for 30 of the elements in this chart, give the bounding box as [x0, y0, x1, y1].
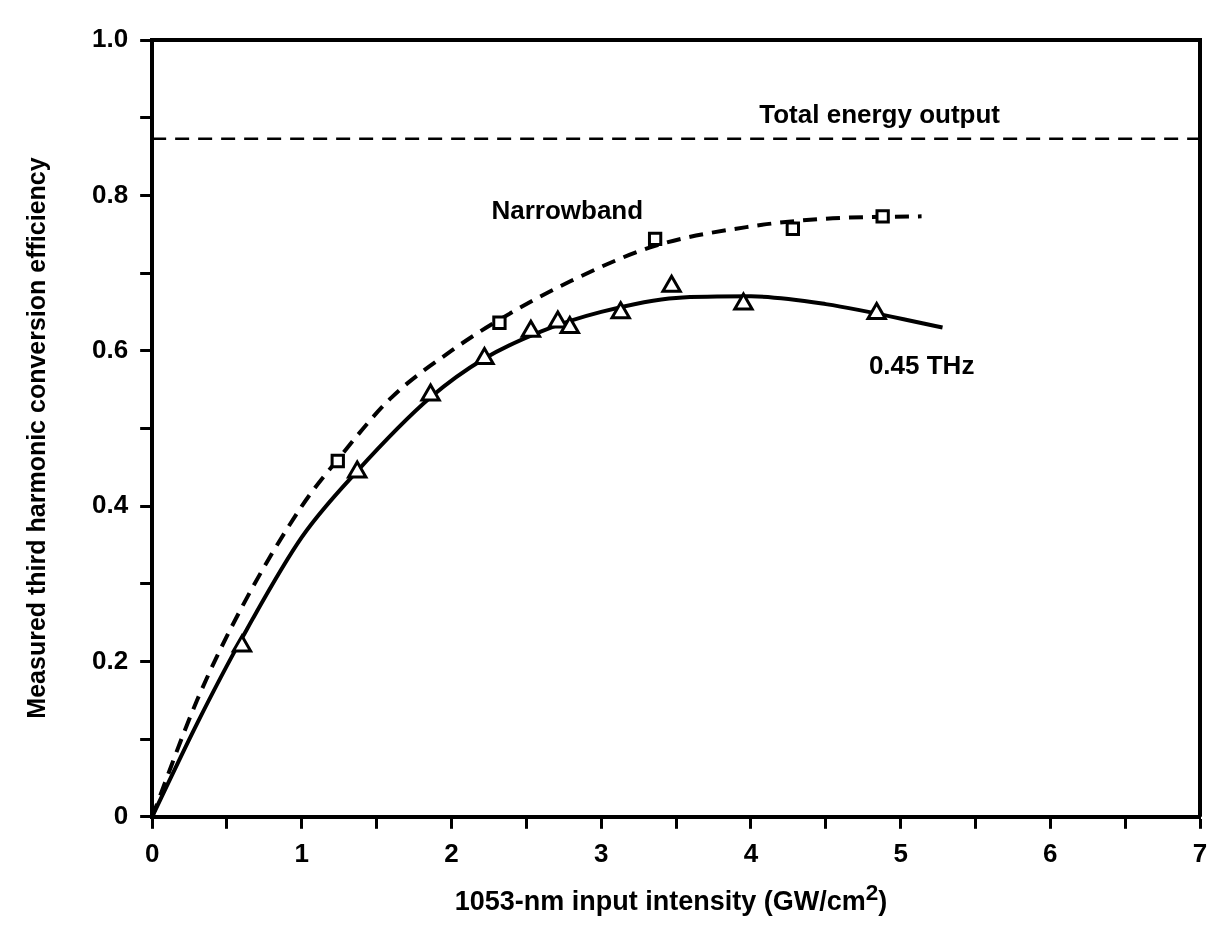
- point: [474, 346, 495, 365]
- y-tick-label: 0.4: [91, 489, 129, 520]
- y-tick-label: 0.2: [91, 644, 129, 675]
- y-tick-label: 0.6: [91, 333, 129, 364]
- point: [231, 634, 253, 653]
- y-axis-title: Measured third harmonic conversion efficiency: [22, 156, 51, 721]
- ref-line-label: Total energy output: [759, 98, 1001, 129]
- point: [547, 310, 568, 329]
- x-axis-title: 1053-nm input intensity (GW/cm$^{2}$): [453, 880, 889, 917]
- x-tick-label: 0: [144, 837, 160, 868]
- x-tick-label: 1: [294, 837, 310, 868]
- x-tick-label: 2: [444, 837, 459, 868]
- x-tick-label: 6: [1043, 837, 1058, 868]
- x-tick-label: 5: [893, 837, 908, 868]
- point: [610, 301, 631, 320]
- point: [520, 319, 542, 338]
- point: [347, 460, 368, 479]
- point: [866, 301, 887, 320]
- y-tick-label: 0.8: [91, 178, 129, 209]
- point: [733, 292, 754, 311]
- x-tick-label: 3: [593, 837, 609, 868]
- point: [420, 383, 441, 402]
- point: [661, 274, 682, 293]
- y-tick-label: 1.0: [91, 23, 129, 54]
- x-tick-label: 7: [1192, 837, 1208, 868]
- point: [559, 315, 580, 334]
- x-tick-label: 4: [743, 837, 759, 868]
- series-label: Narrowband: [491, 195, 644, 226]
- y-tick-label: 0: [113, 799, 129, 830]
- series-label: 0.45 THz: [868, 349, 975, 380]
